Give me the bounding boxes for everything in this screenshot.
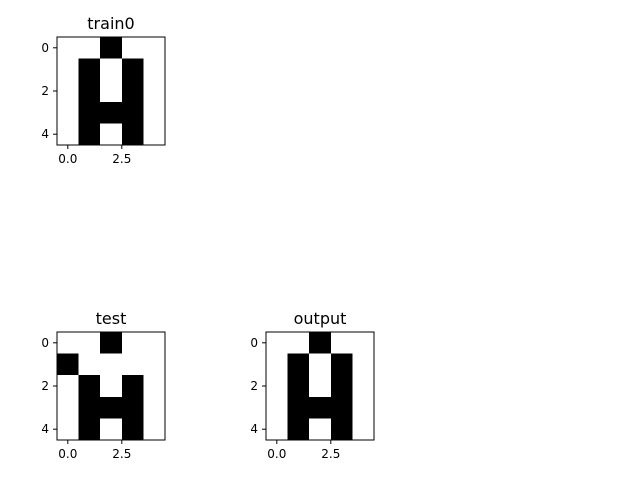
- y-tick-label: 2: [41, 84, 49, 98]
- grid-cell: [57, 37, 79, 59]
- grid-cell: [143, 354, 165, 376]
- y-tick-label: 0: [250, 336, 258, 350]
- grid-cell: [143, 332, 165, 354]
- grid-cell: [288, 354, 310, 376]
- grid-cell: [100, 37, 122, 59]
- y-tick-label: 4: [41, 422, 49, 436]
- grid-cell: [331, 375, 353, 397]
- grid-cell: [288, 418, 310, 440]
- grid-cell: [79, 354, 101, 376]
- grid-cell: [143, 102, 165, 124]
- chart-title: output: [294, 309, 347, 328]
- grid-cell: [100, 80, 122, 102]
- grid-cell: [100, 59, 122, 81]
- grid-cell: [57, 354, 79, 376]
- x-tick-label: 2.5: [112, 152, 131, 166]
- grid-cell: [100, 397, 122, 419]
- grid-cell: [122, 80, 144, 102]
- y-tick-label: 4: [250, 422, 258, 436]
- grid-cell: [57, 102, 79, 124]
- grid-cell: [309, 332, 331, 354]
- grid-cell: [352, 418, 374, 440]
- grid-cell: [309, 418, 331, 440]
- grid-cell: [288, 375, 310, 397]
- grid-cell: [352, 375, 374, 397]
- x-tick-label: 0.0: [267, 447, 286, 461]
- grid-cell: [79, 123, 101, 145]
- grid-cell: [57, 418, 79, 440]
- grid-cell: [57, 397, 79, 419]
- grid-cell: [100, 102, 122, 124]
- grid-cell: [266, 332, 288, 354]
- grid-cell: [100, 123, 122, 145]
- grid-cell: [79, 80, 101, 102]
- grid-cell: [122, 375, 144, 397]
- grid-cell: [331, 354, 353, 376]
- grid-cell: [57, 332, 79, 354]
- grid-cell: [143, 59, 165, 81]
- grid-cell: [122, 418, 144, 440]
- grid-cell: [57, 375, 79, 397]
- grid-cell: [79, 418, 101, 440]
- grid-cell: [100, 354, 122, 376]
- grid-cell: [143, 397, 165, 419]
- x-tick-label: 0.0: [58, 447, 77, 461]
- output-panel: output 0.0 2.5 0 2 4: [250, 309, 374, 461]
- grid-cell: [79, 332, 101, 354]
- grid-cell: [79, 37, 101, 59]
- grid-cell: [309, 397, 331, 419]
- grid-cell: [122, 354, 144, 376]
- grid-cell: [352, 332, 374, 354]
- grid-cell: [352, 397, 374, 419]
- grid-cell: [266, 397, 288, 419]
- grid-cell: [143, 37, 165, 59]
- grid-cell: [352, 354, 374, 376]
- grid-cell: [266, 375, 288, 397]
- grid-cell: [122, 59, 144, 81]
- grid-cell: [288, 332, 310, 354]
- grid-cell: [288, 397, 310, 419]
- y-tick-label: 2: [41, 379, 49, 393]
- grid-cell: [100, 418, 122, 440]
- grid-cell: [143, 123, 165, 145]
- grid-cell: [57, 80, 79, 102]
- x-tick-label: 0.0: [58, 152, 77, 166]
- grid-cell: [331, 397, 353, 419]
- grid-cell: [309, 354, 331, 376]
- grid-cell: [331, 418, 353, 440]
- grid-cell: [266, 418, 288, 440]
- grid-cell: [143, 80, 165, 102]
- grid-cell: [79, 397, 101, 419]
- chart-title: test: [96, 309, 127, 328]
- test-panel: test 0.0 2.5 0 2 4: [41, 309, 165, 461]
- train0-panel: train0 0.0 2.5 0 2 4: [41, 14, 165, 166]
- grid-cell: [122, 123, 144, 145]
- grid-cell: [143, 418, 165, 440]
- grid-cell: [122, 37, 144, 59]
- grid-cell: [122, 102, 144, 124]
- grid-cell: [100, 332, 122, 354]
- y-tick-label: 2: [250, 379, 258, 393]
- grid-cell: [331, 332, 353, 354]
- grid-cell: [57, 59, 79, 81]
- y-tick-label: 0: [41, 41, 49, 55]
- y-tick-label: 0: [41, 336, 49, 350]
- grid-cell: [122, 397, 144, 419]
- grid-cell: [79, 59, 101, 81]
- grid-cell: [100, 375, 122, 397]
- grid-cell: [122, 332, 144, 354]
- grid-cell: [143, 375, 165, 397]
- grid-cell: [79, 102, 101, 124]
- grid-cell: [79, 375, 101, 397]
- chart-title: train0: [87, 14, 134, 33]
- grid-cell: [266, 354, 288, 376]
- grid-cell: [57, 123, 79, 145]
- x-tick-label: 2.5: [321, 447, 340, 461]
- x-tick-label: 2.5: [112, 447, 131, 461]
- y-tick-label: 4: [41, 127, 49, 141]
- grid-cell: [309, 375, 331, 397]
